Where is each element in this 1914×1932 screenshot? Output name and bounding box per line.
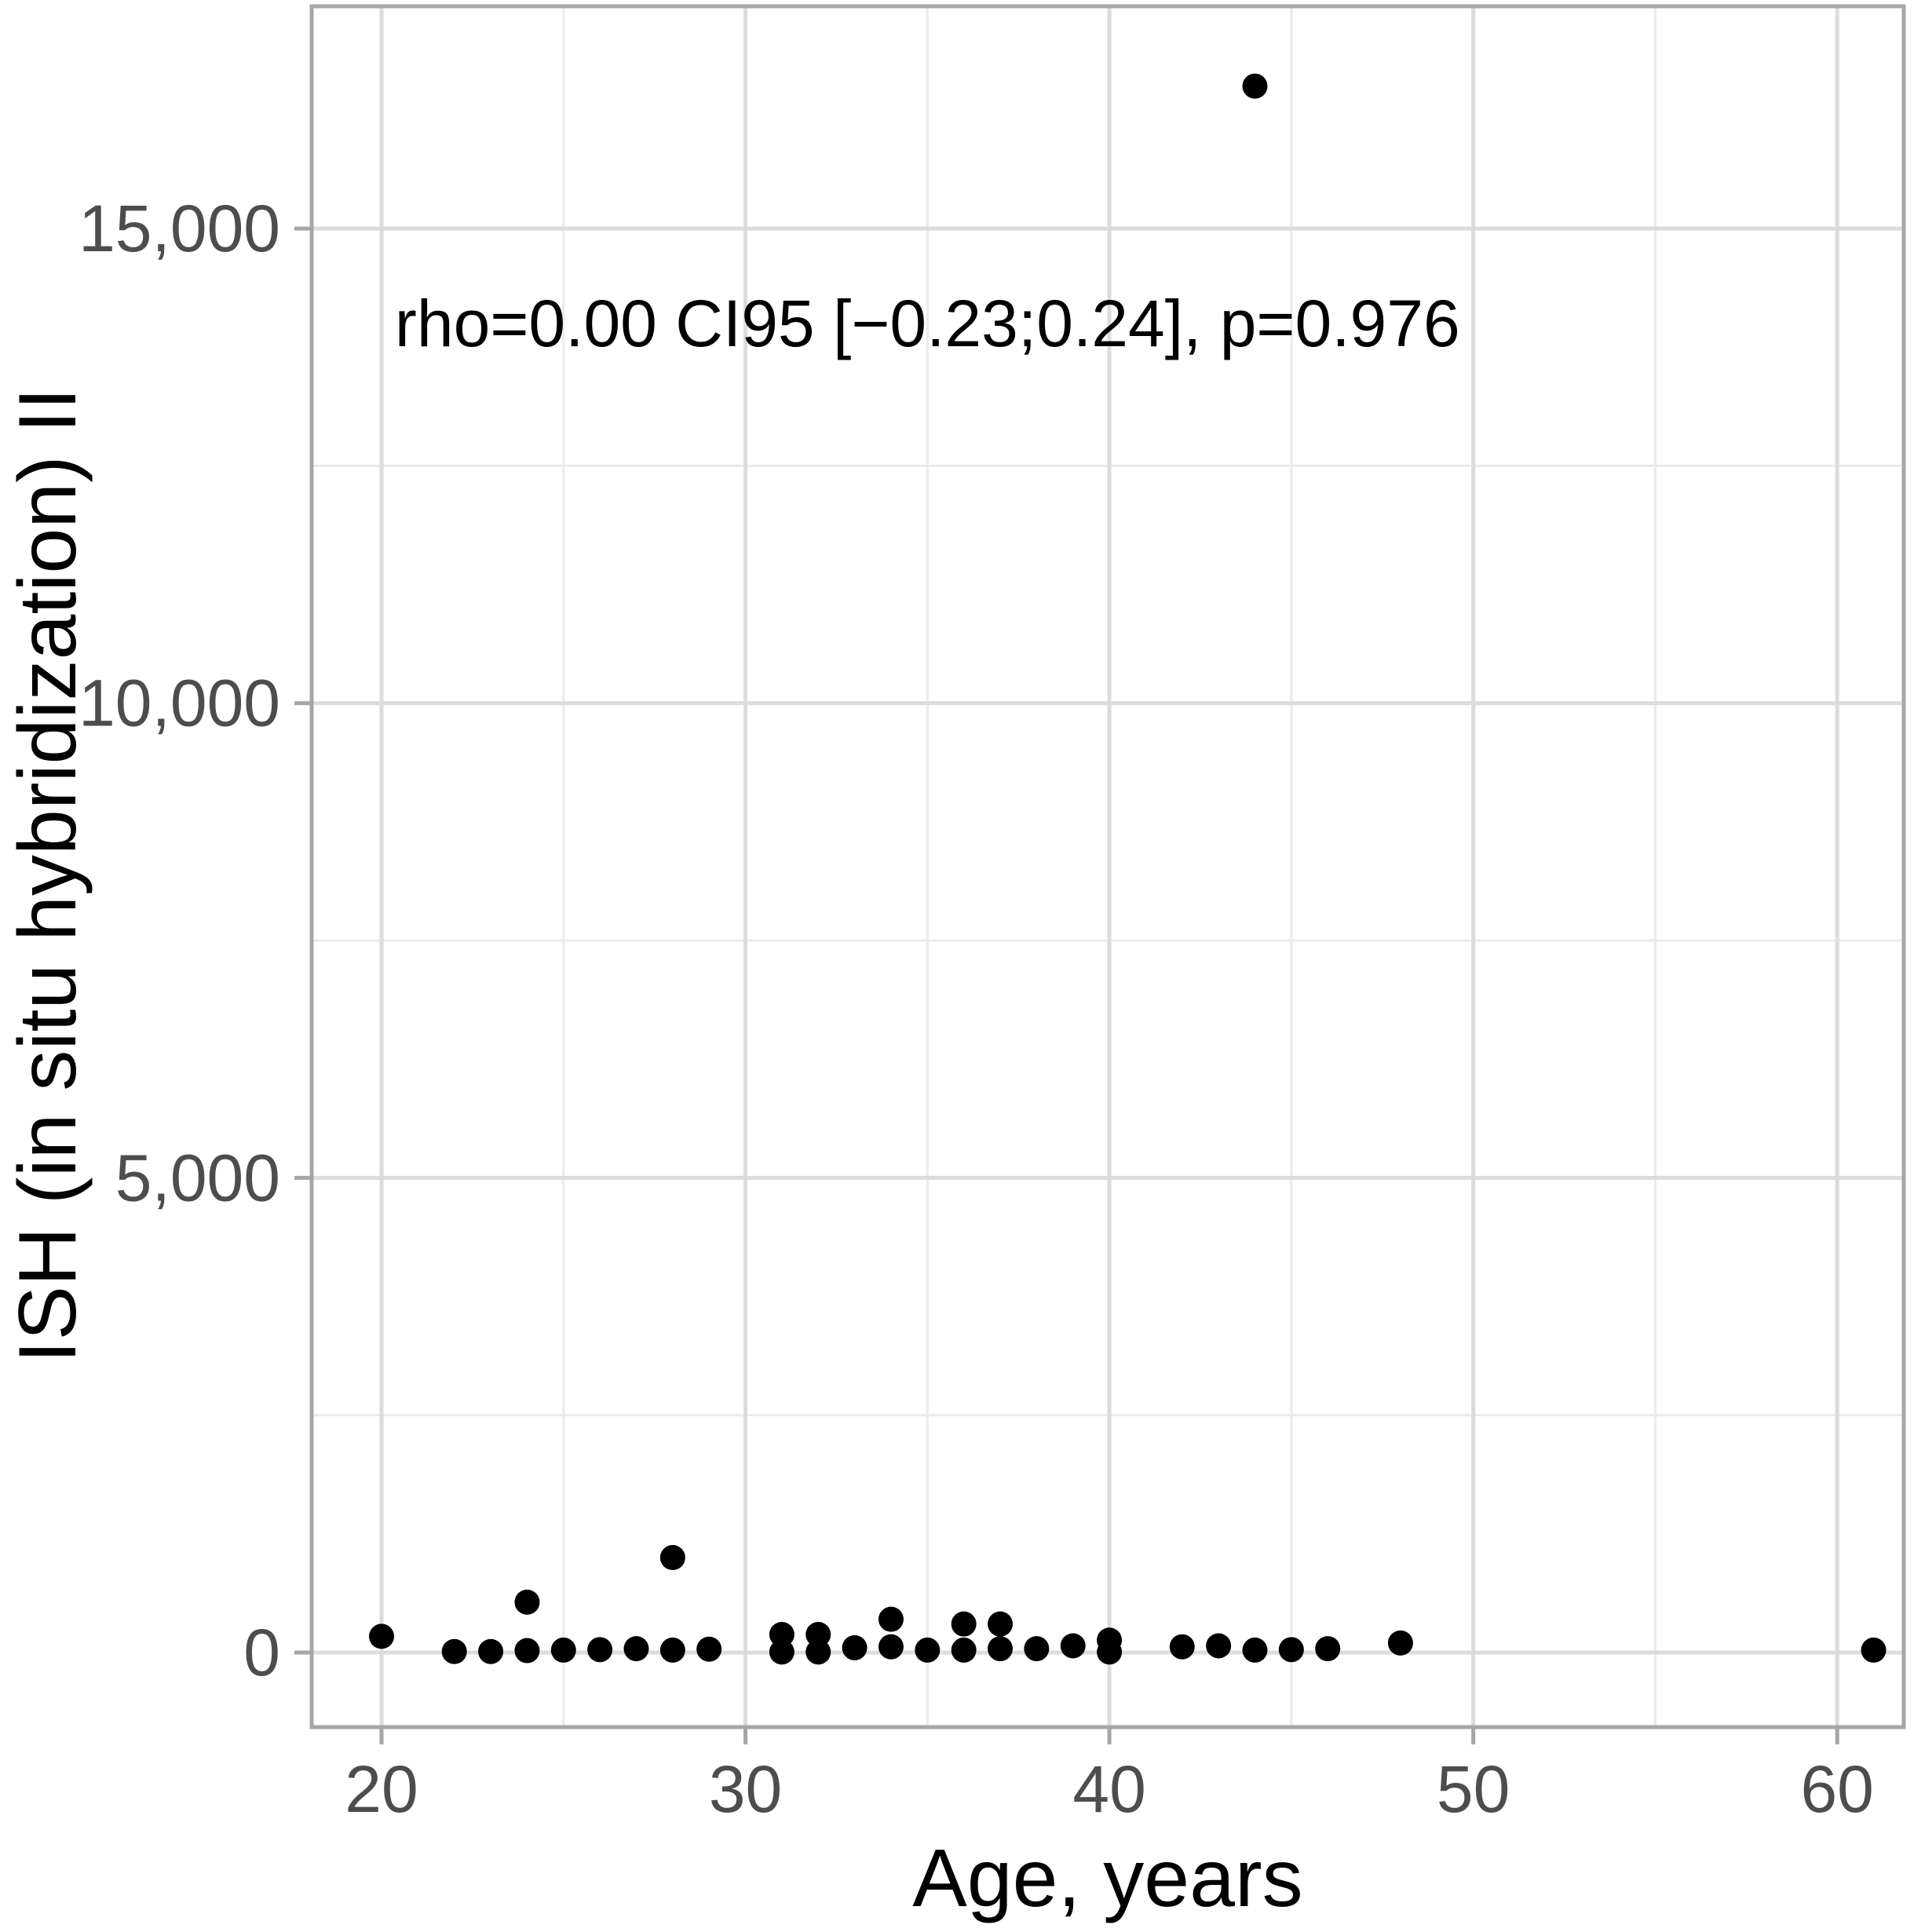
data-point	[769, 1639, 794, 1665]
y-axis-tick-labels: 0 5,000 10,000 15,000	[79, 192, 280, 1689]
y-tick-label: 10,000	[79, 667, 280, 740]
x-tick-label: 60	[1800, 1752, 1873, 1826]
x-tick-label: 50	[1437, 1752, 1510, 1826]
data-point	[1278, 1637, 1304, 1663]
data-point	[842, 1634, 868, 1660]
data-point	[1206, 1633, 1232, 1659]
x-tick-label: 30	[709, 1752, 782, 1826]
data-point	[441, 1638, 467, 1664]
data-point	[988, 1636, 1014, 1662]
data-point	[878, 1606, 904, 1632]
correlation-annotation: rho=0.00 CI95 [−0.23;0.24], p=0.976	[395, 287, 1460, 360]
x-tick-label: 40	[1072, 1752, 1145, 1826]
data-point	[659, 1637, 685, 1663]
data-point	[951, 1637, 977, 1663]
data-point	[878, 1634, 904, 1660]
data-point	[659, 1545, 685, 1571]
panel-border	[309, 4, 1906, 1729]
data-point	[988, 1611, 1014, 1637]
data-point	[587, 1637, 613, 1663]
data-point	[1387, 1630, 1413, 1656]
y-tick-label: 5,000	[115, 1141, 280, 1214]
y-tick-label: 15,000	[79, 192, 280, 265]
data-point	[1024, 1636, 1050, 1662]
data-point	[915, 1637, 941, 1663]
axis-ticks	[294, 226, 1839, 1744]
data-point	[769, 1621, 794, 1647]
data-point	[623, 1636, 649, 1662]
data-point	[478, 1638, 504, 1664]
data-point	[805, 1621, 831, 1647]
data-point	[1060, 1633, 1086, 1659]
data-point	[369, 1623, 395, 1649]
data-point	[550, 1637, 576, 1663]
x-axis-title: Age, years	[912, 1833, 1302, 1924]
data-point	[951, 1611, 977, 1637]
y-axis-title: ISH (in situ hybridization) II	[2, 388, 93, 1364]
data-point	[696, 1636, 722, 1662]
x-axis-tick-labels: 20 30 40 50 60	[345, 1752, 1874, 1826]
data-point	[514, 1638, 540, 1664]
x-tick-label: 20	[345, 1752, 418, 1826]
data-points-layer	[369, 73, 1887, 1665]
data-point	[805, 1639, 831, 1665]
data-point	[1097, 1639, 1123, 1665]
data-point	[1242, 1637, 1268, 1663]
y-tick-label: 0	[243, 1616, 280, 1689]
data-point	[1861, 1637, 1887, 1663]
data-point	[1169, 1634, 1195, 1660]
data-point	[1242, 73, 1268, 99]
data-point	[514, 1589, 540, 1615]
major-gridlines	[312, 6, 1904, 1727]
data-point	[1315, 1636, 1341, 1662]
